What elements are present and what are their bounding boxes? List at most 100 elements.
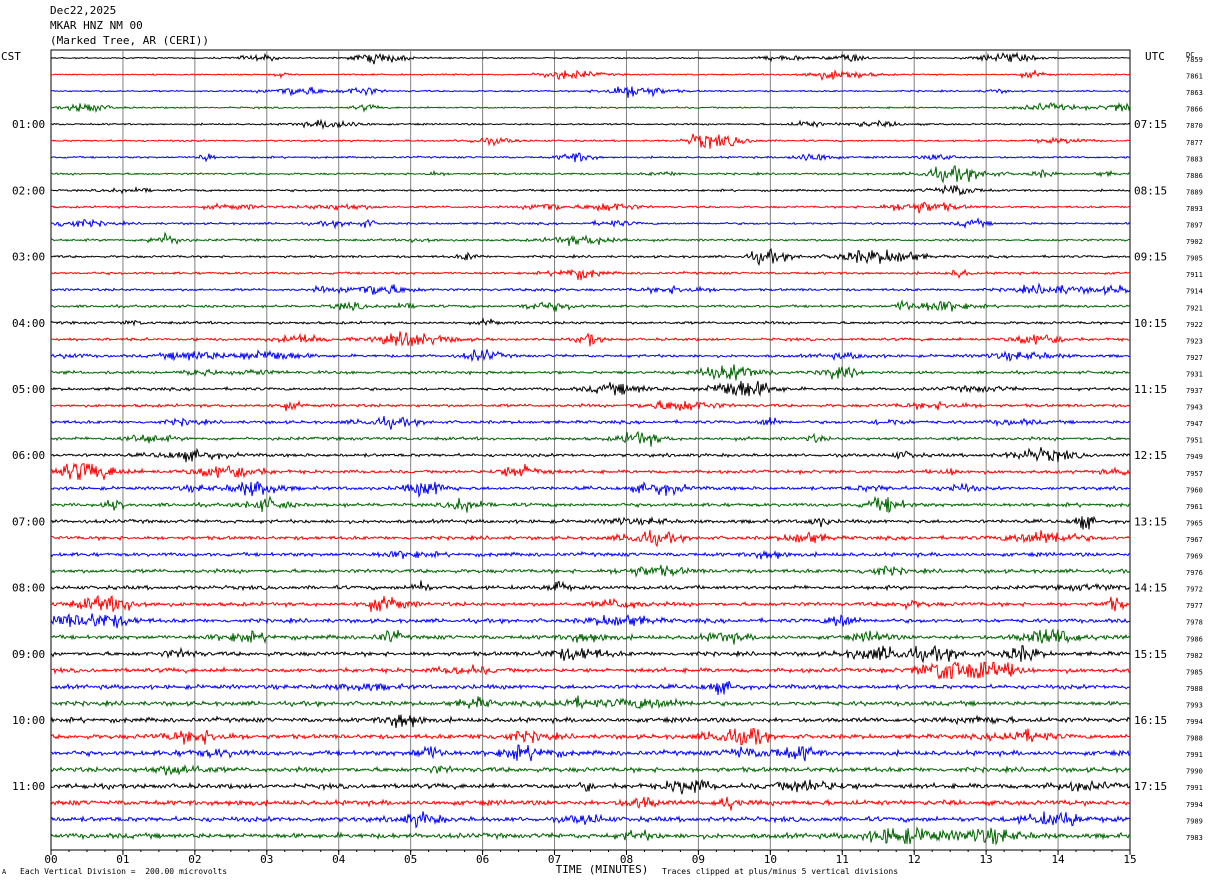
dc-value: 7863 [1186, 89, 1203, 97]
x-tick-label: 07 [548, 853, 561, 866]
cst-axis-label: CST [1, 50, 21, 63]
dc-value: 7977 [1186, 602, 1203, 610]
dc-value: 7978 [1186, 619, 1203, 627]
dc-value: 7988 [1186, 735, 1203, 743]
dc-value: 7922 [1186, 321, 1203, 329]
dc-value: 7927 [1186, 354, 1203, 362]
dc-value: 7870 [1186, 122, 1203, 130]
x-tick-label: 03 [260, 853, 273, 866]
dc-value: 7911 [1186, 271, 1203, 279]
dc-label: DC [1186, 51, 1194, 59]
trace-line [50, 580, 1131, 593]
dc-value: 7877 [1186, 139, 1203, 147]
dc-value: 7889 [1186, 188, 1203, 196]
scale-note: Each Vertical Division = 200.00 microvol… [20, 867, 228, 876]
axis-labels: CST UTC DC TIME (MINUTES) 00 01 02 03 04 05 06… [1, 50, 1203, 876]
utc-hour-label: 08:15 [1134, 184, 1167, 197]
utc-hour-label: 15:15 [1134, 648, 1167, 661]
trace-line [50, 400, 1131, 412]
dc-value: 7883 [1186, 155, 1203, 163]
trace-line [50, 613, 1131, 629]
trace-line [50, 515, 1131, 530]
dc-value: 7976 [1186, 569, 1203, 577]
trace-line [50, 481, 1131, 499]
trace-line [50, 152, 1131, 163]
dc-value: 7982 [1186, 652, 1203, 660]
cst-hour-label: 05:00 [12, 383, 45, 396]
dc-value: 7943 [1186, 404, 1203, 412]
cst-hour-label: 10:00 [12, 714, 45, 727]
trace-line [50, 594, 1131, 613]
dc-value: 7893 [1186, 205, 1203, 213]
x-tick-label: 06 [476, 853, 489, 866]
corner-mark: A [2, 868, 7, 876]
trace-line [50, 51, 1131, 65]
trace-line [50, 268, 1131, 281]
x-tick-label: 09 [692, 853, 705, 866]
dc-value: 7866 [1186, 106, 1203, 114]
trace-line [50, 447, 1131, 463]
trace-line [50, 462, 1131, 480]
dc-value: 7991 [1186, 751, 1203, 759]
dc-value: 7986 [1186, 635, 1203, 643]
x-tick-label: 02 [188, 853, 201, 866]
trace-line [50, 164, 1131, 184]
dc-value: 7897 [1186, 222, 1203, 230]
trace-line [50, 282, 1131, 297]
trace-line [50, 778, 1131, 795]
grid [50, 49, 1131, 855]
cst-hour-label: 02:00 [12, 184, 45, 197]
cst-hour-label: 01:00 [12, 118, 45, 131]
trace-line [50, 118, 1131, 130]
trace-line [50, 644, 1131, 664]
clip-note: Traces clipped at plus/minus 5 vertical … [662, 867, 899, 876]
cst-hour-label: 06:00 [12, 449, 45, 462]
dc-value: 7931 [1186, 370, 1203, 378]
x-axis-title: TIME (MINUTES) [556, 863, 649, 876]
utc-hour-label: 17:15 [1134, 780, 1167, 793]
dc-value: 7988 [1186, 685, 1203, 693]
dc-value: 7965 [1186, 519, 1203, 527]
trace-line [50, 811, 1131, 829]
dc-value: 7947 [1186, 420, 1203, 428]
trace-line [50, 299, 1131, 313]
dc-value: 7923 [1186, 337, 1203, 345]
x-tick-label: 04 [332, 853, 346, 866]
dc-value: 7902 [1186, 238, 1203, 246]
dc-value: 7985 [1186, 668, 1203, 676]
dc-value: 7960 [1186, 486, 1203, 494]
dc-value: 7859 [1186, 56, 1203, 64]
trace-line [50, 495, 1131, 514]
utc-hour-label: 13:15 [1134, 515, 1167, 528]
dc-value: 7951 [1186, 437, 1203, 445]
trace-line [50, 364, 1131, 381]
station-location: (Marked Tree, AR (CERI)) [50, 34, 209, 47]
x-tick-label: 14 [1051, 853, 1065, 866]
dc-value: 7905 [1186, 255, 1203, 263]
trace-line [50, 248, 1131, 267]
trace-line [50, 380, 1131, 397]
trace-line [50, 764, 1131, 776]
dc-value: 7983 [1186, 834, 1203, 842]
x-tick-label: 08 [620, 853, 633, 866]
cst-hour-label: 04:00 [12, 317, 45, 330]
utc-axis-label: UTC [1145, 50, 1165, 63]
dc-value: 7949 [1186, 453, 1203, 461]
dc-value: 7921 [1186, 304, 1203, 312]
trace-line [50, 825, 1131, 846]
x-tick-label: 15 [1123, 853, 1136, 866]
utc-hour-label: 12:15 [1134, 449, 1167, 462]
trace-line [50, 217, 1131, 230]
utc-hour-label: 14:15 [1134, 582, 1167, 595]
trace-line [50, 133, 1131, 149]
dc-value: 7886 [1186, 172, 1203, 180]
utc-hour-label: 07:15 [1134, 118, 1167, 131]
trace-line [50, 744, 1131, 762]
trace-line [50, 529, 1131, 548]
utc-hour-label: 10:15 [1134, 317, 1167, 330]
trace-line [50, 564, 1131, 578]
trace-line [50, 728, 1131, 746]
trace-line [50, 101, 1131, 113]
dc-value: 7969 [1186, 553, 1203, 561]
cst-hour-label: 09:00 [12, 648, 45, 661]
